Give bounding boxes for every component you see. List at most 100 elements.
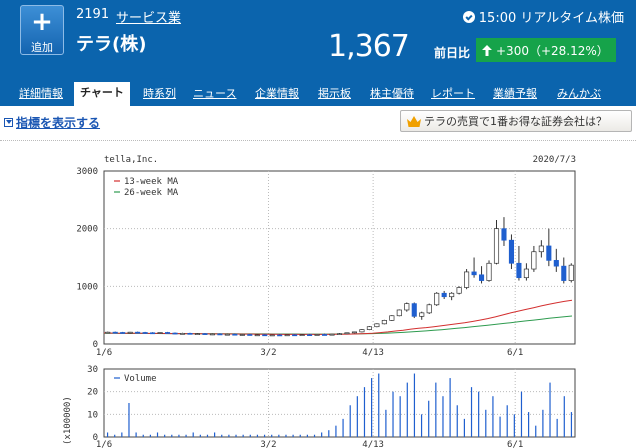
price-change-badge: +300（+28.12%） xyxy=(476,38,616,62)
realtime-info: 15:00 リアルタイム株価 xyxy=(462,7,624,26)
clock-check-icon xyxy=(462,10,475,23)
candle-body xyxy=(314,334,320,336)
candle-body xyxy=(299,334,305,337)
candle-body xyxy=(449,292,455,298)
candle-body xyxy=(209,333,215,336)
volume-panel: 0 10 20 30 1/6 3/2 4/13 6/1 Volume (x100000) xyxy=(63,365,576,448)
candle-body xyxy=(374,323,380,328)
add-to-portfolio-button[interactable]: + 追加 xyxy=(20,5,64,55)
price-y-tick-label: 1000 xyxy=(76,282,98,292)
crown-icon xyxy=(407,115,421,127)
plus-icon: + xyxy=(31,7,53,37)
candle-body xyxy=(142,332,148,334)
price-x-tick-label: 4/13 xyxy=(362,348,384,358)
candle-body xyxy=(501,228,507,241)
stock-chart: tella,Inc. 2020/7/3 0 1000 2000 3000 1/6 3/2 4… xyxy=(63,155,576,448)
price-x-tick-label: 1/6 xyxy=(96,348,112,358)
candle-body xyxy=(568,264,574,281)
realtime-label: 15:00 リアルタイム株価 xyxy=(478,11,624,26)
tab-chart[interactable]: チャート xyxy=(74,82,130,106)
show-indicators-link[interactable]: 指標を表示する xyxy=(16,116,101,130)
previous-day-label: 前日比 xyxy=(434,46,471,60)
volume-x-tick-label: 3/2 xyxy=(260,440,276,448)
promo-text: テラの売買で1番お得な証券会社は？ xyxy=(424,115,607,128)
candle-body xyxy=(172,332,178,335)
candle-body xyxy=(254,334,260,337)
candle-body xyxy=(164,332,171,334)
broker-promo-button[interactable]: テラの売買で1番お得な証券会社は？ xyxy=(400,110,632,132)
price-change-value: +300（+28.12%） xyxy=(496,43,609,58)
expand-icon xyxy=(4,118,13,127)
tab-minkabu[interactable]: みんかぶ xyxy=(557,87,601,100)
tab-news[interactable]: ニュース xyxy=(193,87,237,100)
candle-body xyxy=(389,315,395,321)
candle-body xyxy=(471,271,477,276)
stock-header: + 追加 2191 サービス業 テラ(株) 15:00 リアルタイム株価 1,3… xyxy=(0,0,636,106)
candle-body xyxy=(120,332,126,334)
tab-shareholder-benefits[interactable]: 株主優待 xyxy=(370,87,414,100)
candle-body xyxy=(202,333,208,335)
candle-body xyxy=(426,304,432,314)
tab-message-board[interactable]: 掲示板 xyxy=(318,87,351,100)
candle-body xyxy=(531,251,537,270)
candle-body xyxy=(321,334,328,336)
price-y-tick-label: 3000 xyxy=(76,167,98,177)
tab-reports[interactable]: レポート xyxy=(431,87,475,100)
chart-title: tella,Inc. xyxy=(104,155,158,165)
show-indicators-toggle[interactable]: 指標を表示する xyxy=(4,114,100,131)
candle-body xyxy=(351,331,358,334)
candle-body xyxy=(493,228,500,264)
volume-y-tick-label: 30 xyxy=(87,365,98,375)
volume-y-axis-label: (x100000) xyxy=(63,396,73,445)
price-y-tick-label: 0 xyxy=(93,340,98,350)
price-y-tick-label: 2000 xyxy=(76,225,98,235)
candle-body xyxy=(516,262,522,279)
candle-body xyxy=(239,334,245,336)
candle-body xyxy=(307,334,313,337)
volume-x-tick-label: 1/6 xyxy=(96,440,112,448)
candle-body xyxy=(262,334,268,337)
stock-code: 2191 xyxy=(76,7,110,22)
candle-body xyxy=(546,245,552,261)
volume-y-tick-label: 20 xyxy=(87,388,98,398)
candle-body xyxy=(538,245,544,253)
add-button-label: 追加 xyxy=(31,41,53,54)
candle-body xyxy=(523,268,529,279)
tab-details[interactable]: 詳細情報 xyxy=(19,87,63,100)
candle-body xyxy=(419,312,425,317)
candle-body xyxy=(269,334,275,337)
tab-company-info[interactable]: 企業情報 xyxy=(255,87,299,100)
candle-body xyxy=(404,303,410,311)
tab-time-series[interactable]: 時系列 xyxy=(143,87,176,100)
candle-body xyxy=(217,333,223,336)
candle-body xyxy=(150,332,156,335)
candle-body xyxy=(478,274,485,281)
up-arrow-icon xyxy=(482,44,492,56)
candle-body xyxy=(284,334,290,337)
candle-body xyxy=(232,333,238,336)
volume-plot-area xyxy=(103,368,576,438)
tab-earnings-forecast[interactable]: 業績予報 xyxy=(493,87,537,100)
current-price: 1,367 xyxy=(328,29,410,64)
candle-body xyxy=(247,334,253,336)
candle-body xyxy=(464,271,470,288)
candle-body xyxy=(344,332,350,335)
candle-body xyxy=(135,331,141,334)
candle-body xyxy=(127,331,133,334)
candle-body xyxy=(105,331,111,334)
section-divider xyxy=(0,140,636,141)
candle-body xyxy=(224,333,230,336)
candle-body xyxy=(381,320,387,325)
candle-body xyxy=(329,333,335,336)
candle-body xyxy=(194,333,201,335)
volume-x-tick-label: 6/1 xyxy=(507,440,523,448)
candle-body xyxy=(336,333,343,335)
candle-body xyxy=(441,292,447,298)
chart-date: 2020/7/3 xyxy=(533,155,576,165)
price-x-tick-label: 3/2 xyxy=(260,348,276,358)
sector-link[interactable]: サービス業 xyxy=(116,11,182,26)
candle-body xyxy=(277,334,283,337)
candle-body xyxy=(456,287,462,294)
volume-y-tick-label: 10 xyxy=(87,410,98,420)
candle-body xyxy=(486,262,492,281)
